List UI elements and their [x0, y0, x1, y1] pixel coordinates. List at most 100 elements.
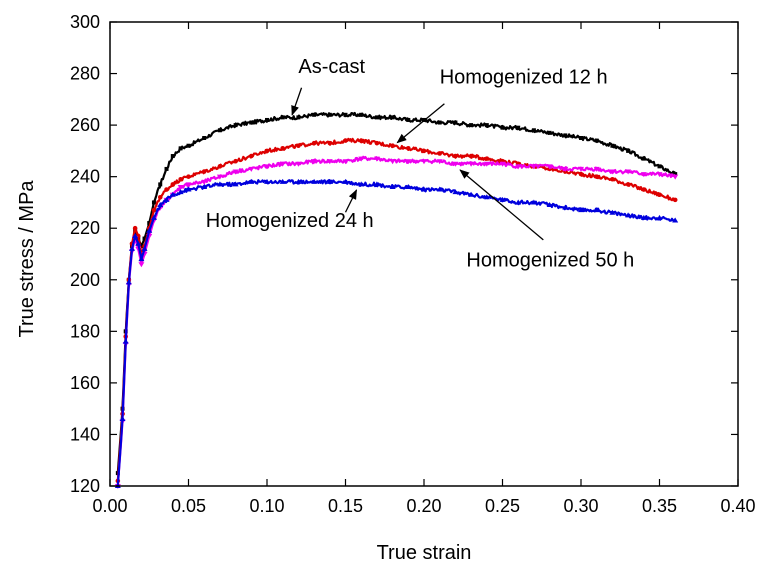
series-as-cast [115, 111, 678, 476]
data-point [609, 209, 616, 215]
data-point [531, 128, 536, 133]
data-point [452, 189, 459, 195]
data-point [390, 143, 395, 149]
data-point [122, 338, 129, 344]
data-point [170, 154, 175, 159]
data-point [563, 133, 568, 138]
data-point [343, 112, 348, 117]
data-point [201, 183, 208, 189]
data-point [609, 169, 616, 175]
data-point [625, 169, 632, 175]
data-point [265, 117, 269, 122]
data-point [657, 164, 662, 169]
data-point [468, 161, 475, 167]
data-point [249, 153, 254, 159]
data-point [279, 178, 286, 184]
data-point [421, 186, 427, 192]
annotation-arrow [344, 189, 358, 213]
series-line [116, 137, 677, 481]
data-point [186, 143, 191, 148]
data-point [499, 161, 506, 167]
data-point [132, 232, 139, 238]
data-point [139, 244, 144, 249]
data-point [405, 183, 412, 189]
data-point [135, 240, 142, 246]
data-point [295, 178, 302, 184]
data-point [312, 112, 317, 117]
axes-layer: 0.00 0.05 0.10 0.15 0.20 0.25 0.30 0.35 0.40 120 1… [70, 12, 756, 516]
data-point [406, 117, 411, 122]
data-point [626, 148, 631, 153]
data-point [594, 138, 599, 143]
data-point [150, 214, 157, 220]
data-point [421, 159, 427, 165]
data-point [641, 187, 647, 192]
data-point [141, 245, 148, 251]
data-point [264, 164, 270, 170]
data-point [657, 192, 662, 198]
data-point [132, 225, 138, 231]
annotation-homogenized-50-h: Homogenized 50 h [459, 169, 634, 272]
y-tick-label: 140 [70, 424, 100, 444]
data-point [249, 120, 254, 125]
data-point [202, 136, 207, 140]
data-point [169, 191, 176, 197]
data-point [578, 166, 584, 172]
data-point [672, 174, 679, 180]
data-point [625, 182, 631, 187]
data-point [672, 217, 679, 223]
data-point [326, 178, 333, 184]
x-tick-label: 0.30 [563, 496, 598, 516]
y-axis-title: True stress / MPa [16, 180, 38, 338]
data-point [185, 186, 192, 192]
data-point [280, 115, 285, 120]
data-point [157, 194, 163, 200]
data-point [147, 221, 152, 226]
data-point [610, 176, 615, 182]
data-point [547, 130, 552, 135]
y-tick-label: 260 [70, 115, 100, 135]
data-point [138, 256, 145, 262]
data-point [151, 207, 157, 213]
data-point [232, 169, 239, 175]
data-point [562, 166, 569, 172]
data-point [453, 153, 458, 159]
data-point [453, 120, 458, 125]
data-point [146, 227, 153, 233]
y-tick-label: 160 [70, 373, 100, 393]
data-point [483, 194, 490, 200]
data-point [178, 146, 183, 151]
data-point [468, 191, 475, 197]
data-point [295, 161, 302, 167]
data-point [594, 174, 599, 179]
y-tick-label: 300 [70, 12, 100, 32]
annotation-arrow [291, 87, 303, 116]
x-tick-label: 0.10 [249, 496, 284, 516]
data-point [421, 148, 427, 154]
data-point [311, 140, 317, 146]
y-tick-label: 200 [70, 270, 100, 290]
data-point [233, 123, 238, 128]
x-axis-title: True strain [377, 542, 472, 564]
data-point [164, 187, 169, 192]
data-point [232, 181, 239, 187]
annotation-homogenized-24-h: Homogenized 24 h [206, 189, 374, 232]
annotation-arrow [396, 103, 445, 144]
data-point [641, 156, 646, 161]
data-point [327, 140, 333, 146]
series-line [116, 111, 676, 474]
series-homogenized-24-h [114, 178, 679, 488]
annotation-label: Homogenized 12 h [440, 66, 608, 88]
y-tick-label: 120 [70, 476, 100, 496]
annotation-label: Homogenized 24 h [206, 210, 374, 232]
data-point [656, 172, 663, 178]
data-point [326, 159, 333, 165]
data-point [406, 146, 411, 151]
x-tick-label: 0.00 [92, 496, 127, 516]
data-point [216, 181, 223, 187]
data-point [484, 123, 489, 128]
data-point [342, 159, 349, 165]
y-tick-label: 220 [70, 218, 100, 238]
data-point [468, 153, 474, 159]
data-point [656, 214, 663, 220]
